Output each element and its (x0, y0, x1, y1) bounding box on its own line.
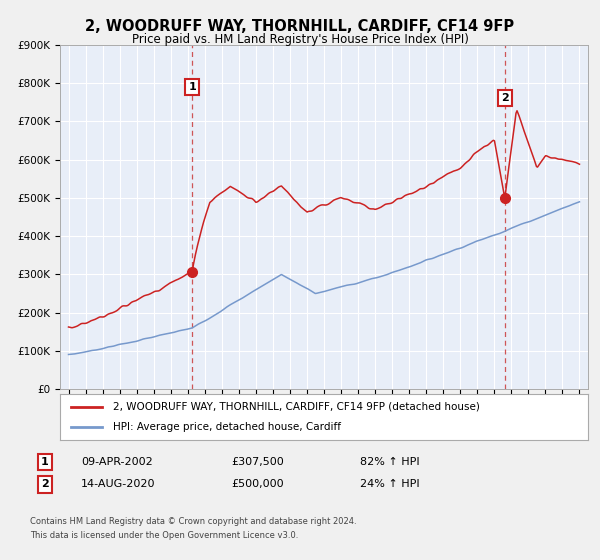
Text: Price paid vs. HM Land Registry's House Price Index (HPI): Price paid vs. HM Land Registry's House … (131, 32, 469, 46)
Text: 09-APR-2002: 09-APR-2002 (81, 457, 153, 467)
Text: 2: 2 (501, 94, 509, 104)
Text: HPI: Average price, detached house, Cardiff: HPI: Average price, detached house, Card… (113, 422, 341, 432)
Text: 24% ↑ HPI: 24% ↑ HPI (360, 479, 419, 489)
Text: £307,500: £307,500 (231, 457, 284, 467)
Text: 1: 1 (41, 457, 49, 467)
Text: 2, WOODRUFF WAY, THORNHILL, CARDIFF, CF14 9FP (detached house): 2, WOODRUFF WAY, THORNHILL, CARDIFF, CF1… (113, 402, 479, 412)
Text: This data is licensed under the Open Government Licence v3.0.: This data is licensed under the Open Gov… (30, 531, 298, 540)
Text: 2, WOODRUFF WAY, THORNHILL, CARDIFF, CF14 9FP: 2, WOODRUFF WAY, THORNHILL, CARDIFF, CF1… (85, 20, 515, 34)
Text: 2: 2 (41, 479, 49, 489)
Text: Contains HM Land Registry data © Crown copyright and database right 2024.: Contains HM Land Registry data © Crown c… (30, 517, 356, 526)
Text: 14-AUG-2020: 14-AUG-2020 (81, 479, 155, 489)
Text: 1: 1 (188, 82, 196, 92)
Text: £500,000: £500,000 (231, 479, 284, 489)
Text: 82% ↑ HPI: 82% ↑ HPI (360, 457, 419, 467)
